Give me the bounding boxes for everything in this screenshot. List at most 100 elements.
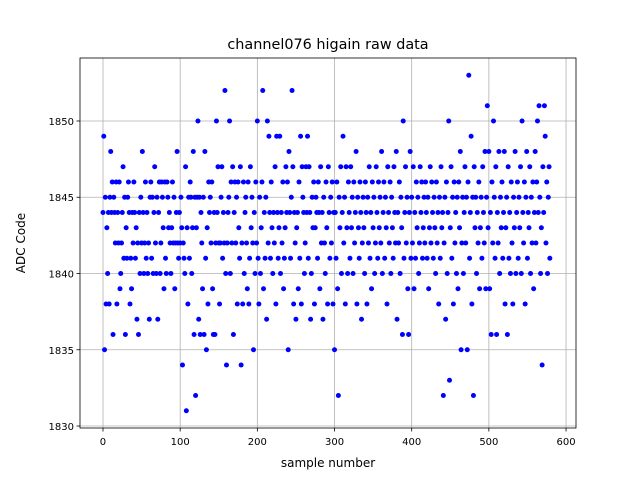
point: [397, 271, 403, 277]
point: [230, 332, 236, 338]
point: [451, 179, 457, 185]
point: [368, 209, 374, 215]
point: [329, 179, 335, 185]
point: [163, 271, 169, 277]
point: [408, 255, 414, 261]
point: [241, 271, 247, 277]
point: [199, 240, 205, 246]
point: [345, 179, 351, 185]
point: [535, 209, 541, 215]
point: [205, 301, 211, 307]
point: [225, 209, 231, 215]
point: [149, 194, 155, 200]
point: [244, 240, 250, 246]
point: [438, 164, 444, 170]
point: [486, 148, 492, 154]
point: [413, 255, 419, 261]
point: [442, 194, 448, 200]
point: [204, 225, 210, 231]
point: [526, 225, 532, 231]
point: [342, 194, 348, 200]
point: [467, 209, 473, 215]
point: [441, 240, 447, 246]
point: [151, 209, 157, 215]
point: [200, 286, 206, 292]
point: [164, 179, 170, 185]
point: [383, 225, 389, 231]
point: [130, 240, 136, 246]
point: [278, 209, 284, 215]
point: [495, 240, 501, 246]
point: [538, 225, 544, 231]
point: [378, 240, 384, 246]
point: [410, 164, 416, 170]
point: [516, 194, 522, 200]
point: [382, 255, 388, 261]
point: [362, 179, 368, 185]
point: [230, 164, 236, 170]
point: [107, 194, 113, 200]
point: [234, 194, 240, 200]
point: [396, 240, 402, 246]
point: [467, 255, 473, 261]
point: [322, 271, 328, 277]
point: [366, 164, 372, 170]
point: [456, 179, 462, 185]
point: [406, 209, 412, 215]
point: [447, 377, 453, 383]
point: [426, 225, 432, 231]
point: [114, 301, 120, 307]
point: [305, 133, 311, 139]
point: [317, 286, 323, 292]
point: [189, 271, 195, 277]
point: [137, 271, 143, 277]
point: [319, 209, 325, 215]
point: [542, 133, 548, 139]
point: [145, 271, 151, 277]
point: [155, 316, 161, 322]
point: [346, 209, 352, 215]
point: [490, 240, 496, 246]
x-tick-label: 500: [479, 437, 498, 448]
point: [396, 179, 402, 185]
point: [409, 194, 415, 200]
point: [257, 194, 263, 200]
point: [508, 179, 514, 185]
point: [499, 179, 505, 185]
point: [254, 240, 260, 246]
point: [157, 271, 163, 277]
point: [160, 225, 166, 231]
point: [531, 209, 537, 215]
point: [338, 271, 344, 277]
point: [239, 240, 245, 246]
chart-title: channel076 higain raw data: [227, 37, 428, 53]
point: [384, 301, 390, 307]
point: [355, 225, 361, 231]
point: [436, 194, 442, 200]
point: [129, 286, 135, 292]
point: [545, 194, 551, 200]
point: [252, 271, 258, 277]
point: [487, 286, 493, 292]
point: [318, 164, 324, 170]
point: [287, 209, 293, 215]
point: [387, 179, 393, 185]
point: [169, 179, 175, 185]
point: [140, 209, 146, 215]
point: [333, 255, 339, 261]
point: [424, 255, 430, 261]
point: [501, 209, 507, 215]
point: [142, 240, 148, 246]
point: [324, 225, 330, 231]
point: [133, 225, 139, 231]
point: [522, 301, 528, 307]
point: [507, 271, 513, 277]
point: [381, 179, 387, 185]
point: [184, 225, 190, 231]
point: [420, 255, 426, 261]
point: [159, 194, 165, 200]
point: [125, 179, 131, 185]
point: [341, 240, 347, 246]
point: [521, 240, 527, 246]
point: [534, 179, 540, 185]
